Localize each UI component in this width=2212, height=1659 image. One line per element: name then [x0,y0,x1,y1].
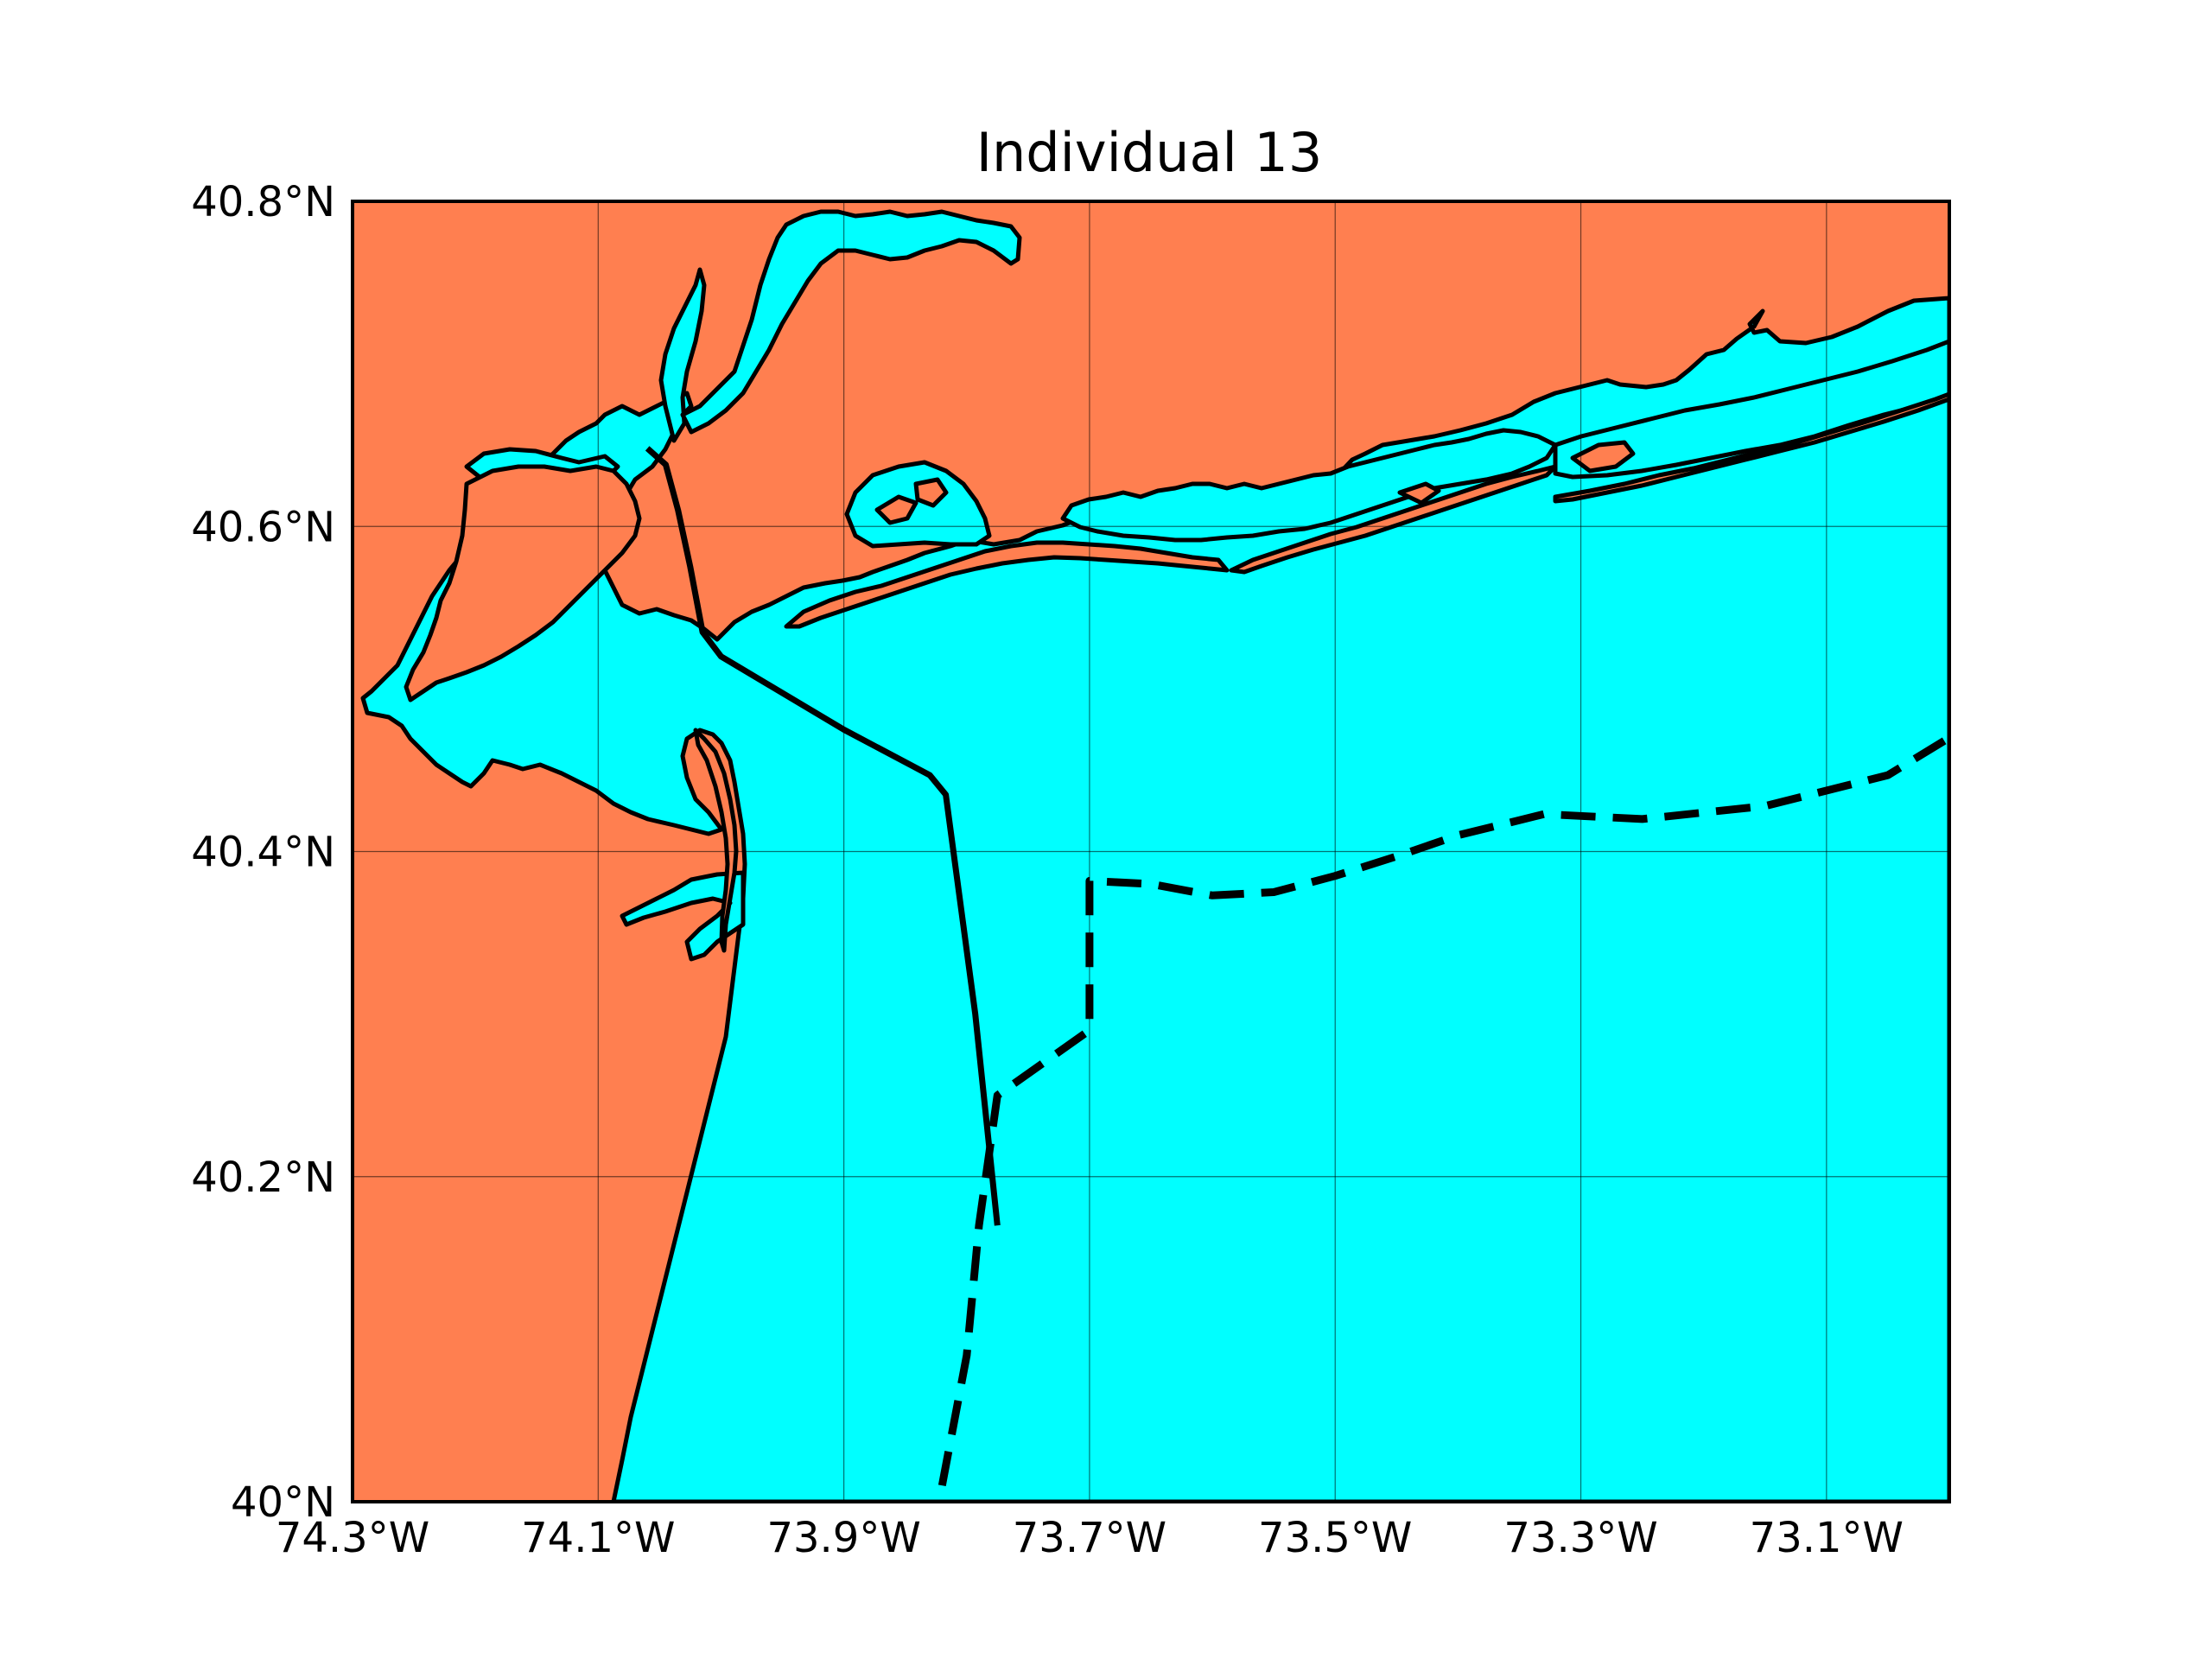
marsh-island-4 [1397,481,1441,505]
navesink-river [620,870,746,962]
x-tick-label: 73.3°W [1503,1514,1657,1562]
y-tick-label: 40.4°N [191,829,335,877]
marsh-island-1 [874,494,918,525]
y-axis-ticks: 40°N 40.2°N 40.4°N 40.6°N 40.8°N [191,178,335,1527]
track-layer [645,446,1949,1487]
x-tick-label: 74.1°W [521,1514,675,1562]
great-south-bay [1553,339,1949,480]
east-river-sound [680,209,1022,435]
x-tick-label: 73.5°W [1258,1514,1412,1562]
map-title: Individual 13 [976,121,1323,184]
x-tick-label: 73.9°W [766,1514,920,1562]
map-frame [351,200,1951,1503]
solid-track [645,446,1001,1226]
south-shore-bays [1060,428,1558,543]
x-tick-label: 73.7°W [1013,1514,1166,1562]
barrier-island-east [1229,464,1558,575]
y-tick-label: 40°N [231,1478,335,1527]
fire-island [1553,391,1949,504]
sandy-hook [693,728,739,953]
x-axis-ticks: 74.3°W 74.1°W 73.9°W 73.7°W 73.5°W 73.3°W 73.1… [276,1514,1904,1562]
hudson-river [658,267,707,443]
y-tick-label: 40.6°N [191,503,335,551]
y-tick-label: 40.8°N [191,178,335,226]
x-tick-label: 73.1°W [1750,1514,1904,1562]
rockaway-peninsula [784,540,1230,629]
y-tick-label: 40.2°N [191,1154,335,1202]
dashed-track [938,734,1949,1487]
jamaica-bay [844,460,992,549]
marsh-island-2 [913,477,949,508]
marsh-island-3 [1570,440,1636,474]
x-tick-label: 74.3°W [276,1514,429,1562]
staten-island [404,464,642,702]
